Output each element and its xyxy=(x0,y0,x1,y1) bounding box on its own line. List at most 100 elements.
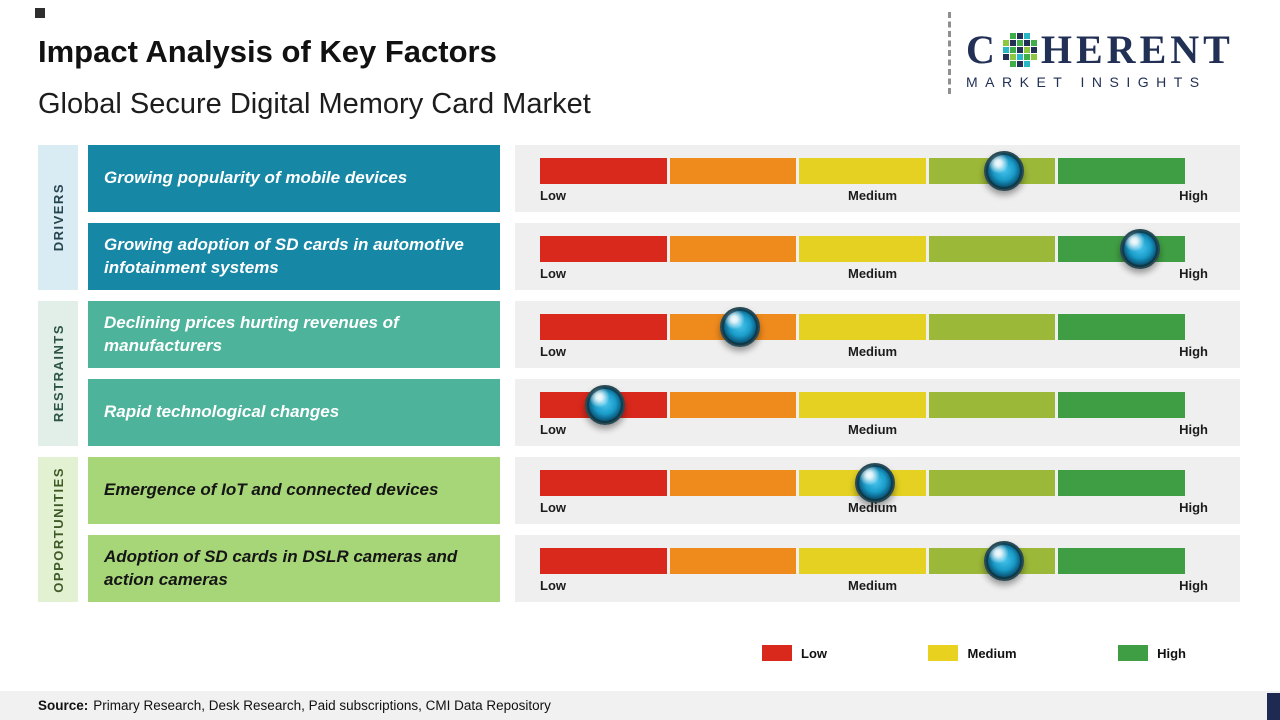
scale-labels: Low Medium High xyxy=(540,578,1208,593)
bar-segment-low xyxy=(540,314,667,340)
impact-marker-icon xyxy=(855,463,896,503)
source-label: Source: xyxy=(38,698,89,713)
bar-segment-high xyxy=(1058,314,1185,340)
legend-label-low: Low xyxy=(801,645,827,661)
impact-row: Declining prices hurting revenues of man… xyxy=(0,301,1280,368)
impact-marker-icon xyxy=(984,151,1025,191)
scale-labels: Low Medium High xyxy=(540,266,1208,281)
impact-bar-panel: Low Medium High xyxy=(515,223,1240,290)
legend-item-low: Low xyxy=(762,645,827,661)
source-bar: Source: Primary Research, Desk Research,… xyxy=(0,691,1280,720)
impact-marker-icon xyxy=(719,307,760,347)
impact-bar-panel: Low Medium High xyxy=(515,457,1240,524)
impact-row: Rapid technological changes Low Medium H… xyxy=(0,379,1280,446)
impact-bar-panel: Low Medium High xyxy=(515,535,1240,602)
impact-bar-panel: Low Medium High xyxy=(515,145,1240,212)
bar-segment-low xyxy=(540,236,667,262)
legend-swatch-low xyxy=(762,645,792,661)
bar-segment-low xyxy=(540,470,667,496)
bar-segment-low-medium xyxy=(669,470,797,496)
legend-item-high: High xyxy=(1118,645,1186,661)
impact-bar-panel: Low Medium High xyxy=(515,301,1240,368)
page-subtitle: Global Secure Digital Memory Card Market xyxy=(38,88,591,120)
legend-item-medium: Medium xyxy=(928,645,1017,661)
scale-high-label: High xyxy=(1179,500,1208,515)
bar-segment-medium xyxy=(799,314,926,340)
logo-letter-c: C xyxy=(966,27,999,72)
bar-segment-high xyxy=(1058,392,1185,418)
impact-marker-icon xyxy=(584,385,625,425)
scale-low-label: Low xyxy=(540,188,566,203)
logo-mosaic-o-icon xyxy=(1002,33,1037,67)
logo-tagline: MARKET INSIGHTS xyxy=(966,74,1207,90)
scale-labels: Low Medium High xyxy=(540,500,1208,515)
legend-swatch-high xyxy=(1118,645,1149,661)
impact-row: Growing adoption of SD cards in automoti… xyxy=(0,223,1280,290)
bar-segment-high xyxy=(1058,158,1185,184)
scale-medium-label: Medium xyxy=(847,266,898,281)
bar-segment-low xyxy=(540,158,667,184)
bar-segment-medium xyxy=(799,392,926,418)
corner-accent-square xyxy=(35,8,45,18)
group-column-drivers: DRIVERS xyxy=(38,145,78,290)
scale-low-label: Low xyxy=(540,578,566,593)
group-column-restraints: RESTRAINTS xyxy=(38,301,78,446)
group-column-opportunities: OPPORTUNITIES xyxy=(38,457,78,602)
bar-segment-low xyxy=(540,548,667,574)
logo-divider xyxy=(948,12,951,94)
scale-high-label: High xyxy=(1179,344,1208,359)
scale-medium-label: Medium xyxy=(847,422,898,437)
legend-label-high: High xyxy=(1157,645,1186,661)
scale-medium-label: Medium xyxy=(847,578,898,593)
scale-labels: Low Medium High xyxy=(540,422,1208,437)
factor-box: Growing adoption of SD cards in automoti… xyxy=(88,223,500,290)
scale-high-label: High xyxy=(1179,188,1208,203)
source-text: Primary Research, Desk Research, Paid su… xyxy=(93,698,551,713)
legend: Low Medium High xyxy=(762,645,1186,661)
impact-row: Growing popularity of mobile devices Low… xyxy=(0,145,1280,212)
bar-segment-medium-high xyxy=(928,392,1056,418)
corner-accent-bar xyxy=(1267,693,1280,720)
bar-segment-medium xyxy=(799,548,926,574)
brand-logo: C xyxy=(966,30,1262,91)
bar-segment-low-medium xyxy=(669,548,797,574)
impact-row: Adoption of SD cards in DSLR cameras and… xyxy=(0,535,1280,602)
brand-logo-wordmark: C xyxy=(966,30,1262,70)
factor-box: Rapid technological changes xyxy=(88,379,500,446)
scale-low-label: Low xyxy=(540,344,566,359)
scale-low-label: Low xyxy=(540,422,566,437)
bar-segment-low-medium xyxy=(669,158,797,184)
impact-bar xyxy=(540,307,1185,347)
scale-labels: Low Medium High xyxy=(540,188,1208,203)
bar-segment-medium-high xyxy=(928,470,1056,496)
factor-box: Emergence of IoT and connected devices xyxy=(88,457,500,524)
bar-segment-low-medium xyxy=(669,236,797,262)
factor-box: Growing popularity of mobile devices xyxy=(88,145,500,212)
impact-bar-panel: Low Medium High xyxy=(515,379,1240,446)
impact-marker-icon xyxy=(984,541,1025,581)
bar-segment-medium-high xyxy=(928,236,1056,262)
factor-box: Adoption of SD cards in DSLR cameras and… xyxy=(88,535,500,602)
scale-labels: Low Medium High xyxy=(540,344,1208,359)
bar-segment-medium-high xyxy=(928,314,1056,340)
scale-medium-label: Medium xyxy=(847,188,898,203)
impact-bar xyxy=(540,385,1185,425)
bar-segment-low-medium xyxy=(669,392,797,418)
impact-bar xyxy=(540,463,1185,503)
bar-segment-high xyxy=(1058,470,1185,496)
legend-label-medium: Medium xyxy=(967,645,1017,661)
scale-high-label: High xyxy=(1179,422,1208,437)
factor-box: Declining prices hurting revenues of man… xyxy=(88,301,500,368)
scale-low-label: Low xyxy=(540,266,566,281)
scale-medium-label: Medium xyxy=(847,500,898,515)
impact-bar xyxy=(540,541,1185,581)
scale-high-label: High xyxy=(1179,266,1208,281)
bar-segment-high xyxy=(1058,548,1185,574)
bar-segment-medium xyxy=(799,158,926,184)
bar-segment-medium xyxy=(799,236,926,262)
impact-row: Emergence of IoT and connected devices L… xyxy=(0,457,1280,524)
impact-bar xyxy=(540,229,1185,269)
impact-bar xyxy=(540,151,1185,191)
logo-letters-herent: HERENT xyxy=(1040,27,1234,72)
